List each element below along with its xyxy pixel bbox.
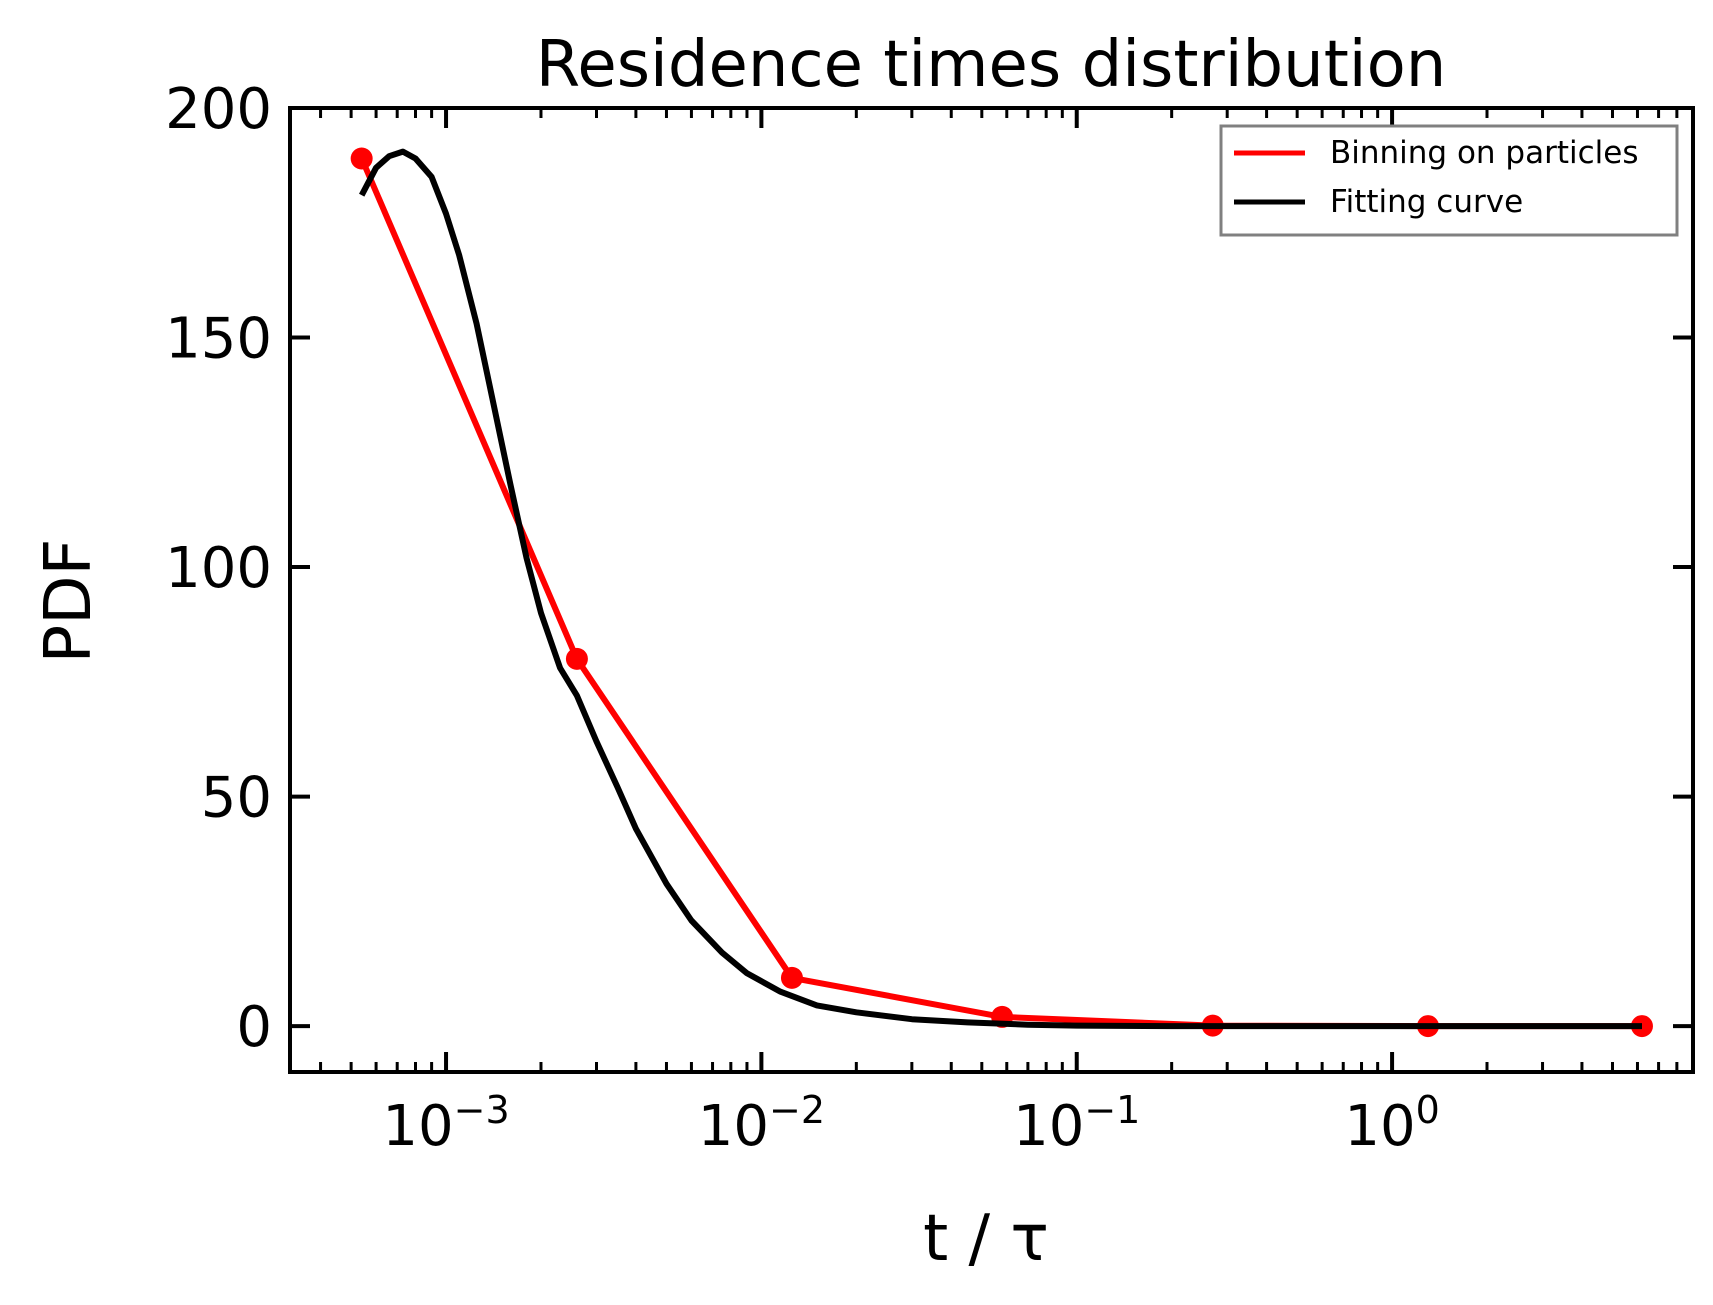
y-tick-labels: 0 50 100 150 200 [165,77,272,1060]
y-tick-label: 150 [165,307,272,372]
legend-label-fitting: Fitting curve [1330,184,1523,220]
x-tick-labels: 10−3 10−2 10−1 100 [382,1088,1439,1159]
plot-frame [288,106,1695,1074]
y-tick-label: 0 [236,995,272,1060]
data-point-binning [565,647,588,670]
data-point-binning [350,147,373,170]
x-tick-label: 10−1 [1013,1088,1140,1159]
x-tick-label: 10−2 [698,1088,825,1159]
series-line-fitting [359,148,1642,1030]
x-axis-label: t / τ [923,1202,1049,1276]
legend: Binning on particles Fitting curve [1219,124,1679,237]
y-tick-label: 200 [165,77,272,142]
x-tick-label: 100 [1344,1088,1439,1159]
x-tick-label: 10−3 [382,1088,509,1159]
y-tick-label: 50 [201,766,272,831]
plot-series [350,147,1653,1038]
y-axis-label: PDF [32,539,106,664]
legend-box [1219,124,1679,237]
chart-title: Residence times distribution [536,28,1447,102]
legend-label-binning: Binning on particles [1330,135,1639,171]
data-point-binning [780,966,803,989]
y-tick-label: 100 [165,536,272,601]
